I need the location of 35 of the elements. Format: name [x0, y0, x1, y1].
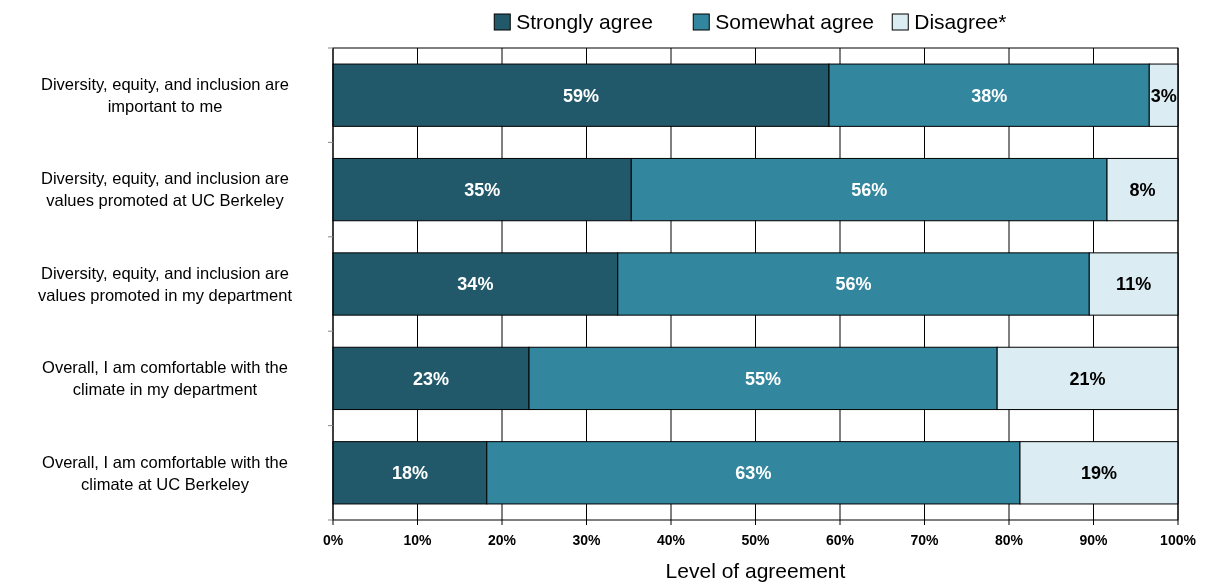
data-label: 35% — [464, 179, 501, 200]
data-label: 34% — [457, 274, 494, 295]
y-tick-label: Diversity, equity, and inclusion are values promoted at UC Berkeley — [41, 169, 289, 210]
legend-label: Somewhat agree — [715, 10, 875, 34]
x-tick-label: 60% — [825, 532, 855, 548]
x-tick-label: 0% — [322, 532, 344, 548]
data-label: 56% — [851, 179, 888, 200]
data-label: 55% — [745, 368, 782, 389]
data-label: 3% — [1150, 85, 1177, 106]
legend-label: Disagree* — [914, 10, 1007, 34]
x-axis-title: Level of agreement — [665, 559, 846, 582]
x-tick-label: 40% — [656, 532, 686, 548]
data-label: 19% — [1080, 463, 1118, 484]
legend-label: Strongly agree — [516, 10, 653, 34]
x-tick-label: 70% — [910, 532, 940, 548]
data-label: 18% — [391, 463, 428, 484]
data-label: 21% — [1069, 368, 1106, 389]
data-label: 59% — [562, 85, 600, 106]
x-tick-label: 30% — [572, 532, 602, 548]
data-label: 56% — [835, 274, 872, 295]
x-tick-label: 100% — [1160, 532, 1197, 548]
y-tick-label: Overall, I am comfortable with the climate at UC Berkeley — [42, 452, 288, 493]
data-label: 23% — [413, 368, 450, 389]
x-tick-label: 90% — [1079, 532, 1109, 548]
y-tick-label: Diversity, equity, and inclusion are values promoted in my department — [37, 263, 293, 304]
x-tick-label: 80% — [994, 532, 1024, 548]
y-tick-label: Diversity, equity, and inclusion are important to me — [41, 74, 289, 115]
x-tick-label: 20% — [487, 532, 517, 548]
x-tick-label: 50% — [741, 532, 771, 548]
data-label: 38% — [971, 85, 1008, 106]
x-tick-label: 10% — [403, 532, 433, 548]
y-tick-label: Overall, I am comfortable with the climate in my department — [42, 358, 288, 399]
data-label: 11% — [1116, 274, 1152, 295]
data-label: 63% — [735, 463, 772, 484]
data-label: 8% — [1129, 179, 1156, 200]
